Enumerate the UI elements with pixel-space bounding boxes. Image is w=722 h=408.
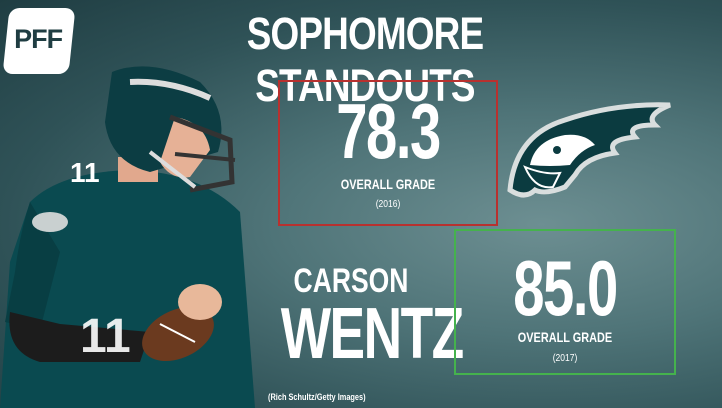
grade-year: (2017) (552, 353, 578, 364)
grade-box-2017: 85.0 OVERALL GRADE (2017) (454, 229, 676, 375)
player-first-name: CARSON (293, 262, 409, 300)
photo-credit: (Rich Schultz/Getty Images) (268, 392, 366, 402)
eagles-logo-icon (507, 102, 671, 198)
svg-text:11: 11 (70, 157, 100, 188)
pff-logo-text: PFF (14, 24, 63, 54)
player-last-name: WENTZ (280, 294, 464, 374)
grade-box-2016: 78.3 OVERALL GRADE (2016) (278, 80, 498, 226)
grade-year: (2016) (375, 199, 401, 210)
grade-label: OVERALL GRADE (340, 176, 436, 192)
page-title: SOPHOMORE STANDOUTS (246, 8, 484, 111)
grade-value: 85.0 (513, 244, 618, 332)
player-photo: 11 11 (0, 66, 255, 408)
grade-label: OVERALL GRADE (517, 329, 613, 345)
svg-text:11: 11 (80, 310, 131, 363)
grade-value: 78.3 (336, 87, 441, 175)
